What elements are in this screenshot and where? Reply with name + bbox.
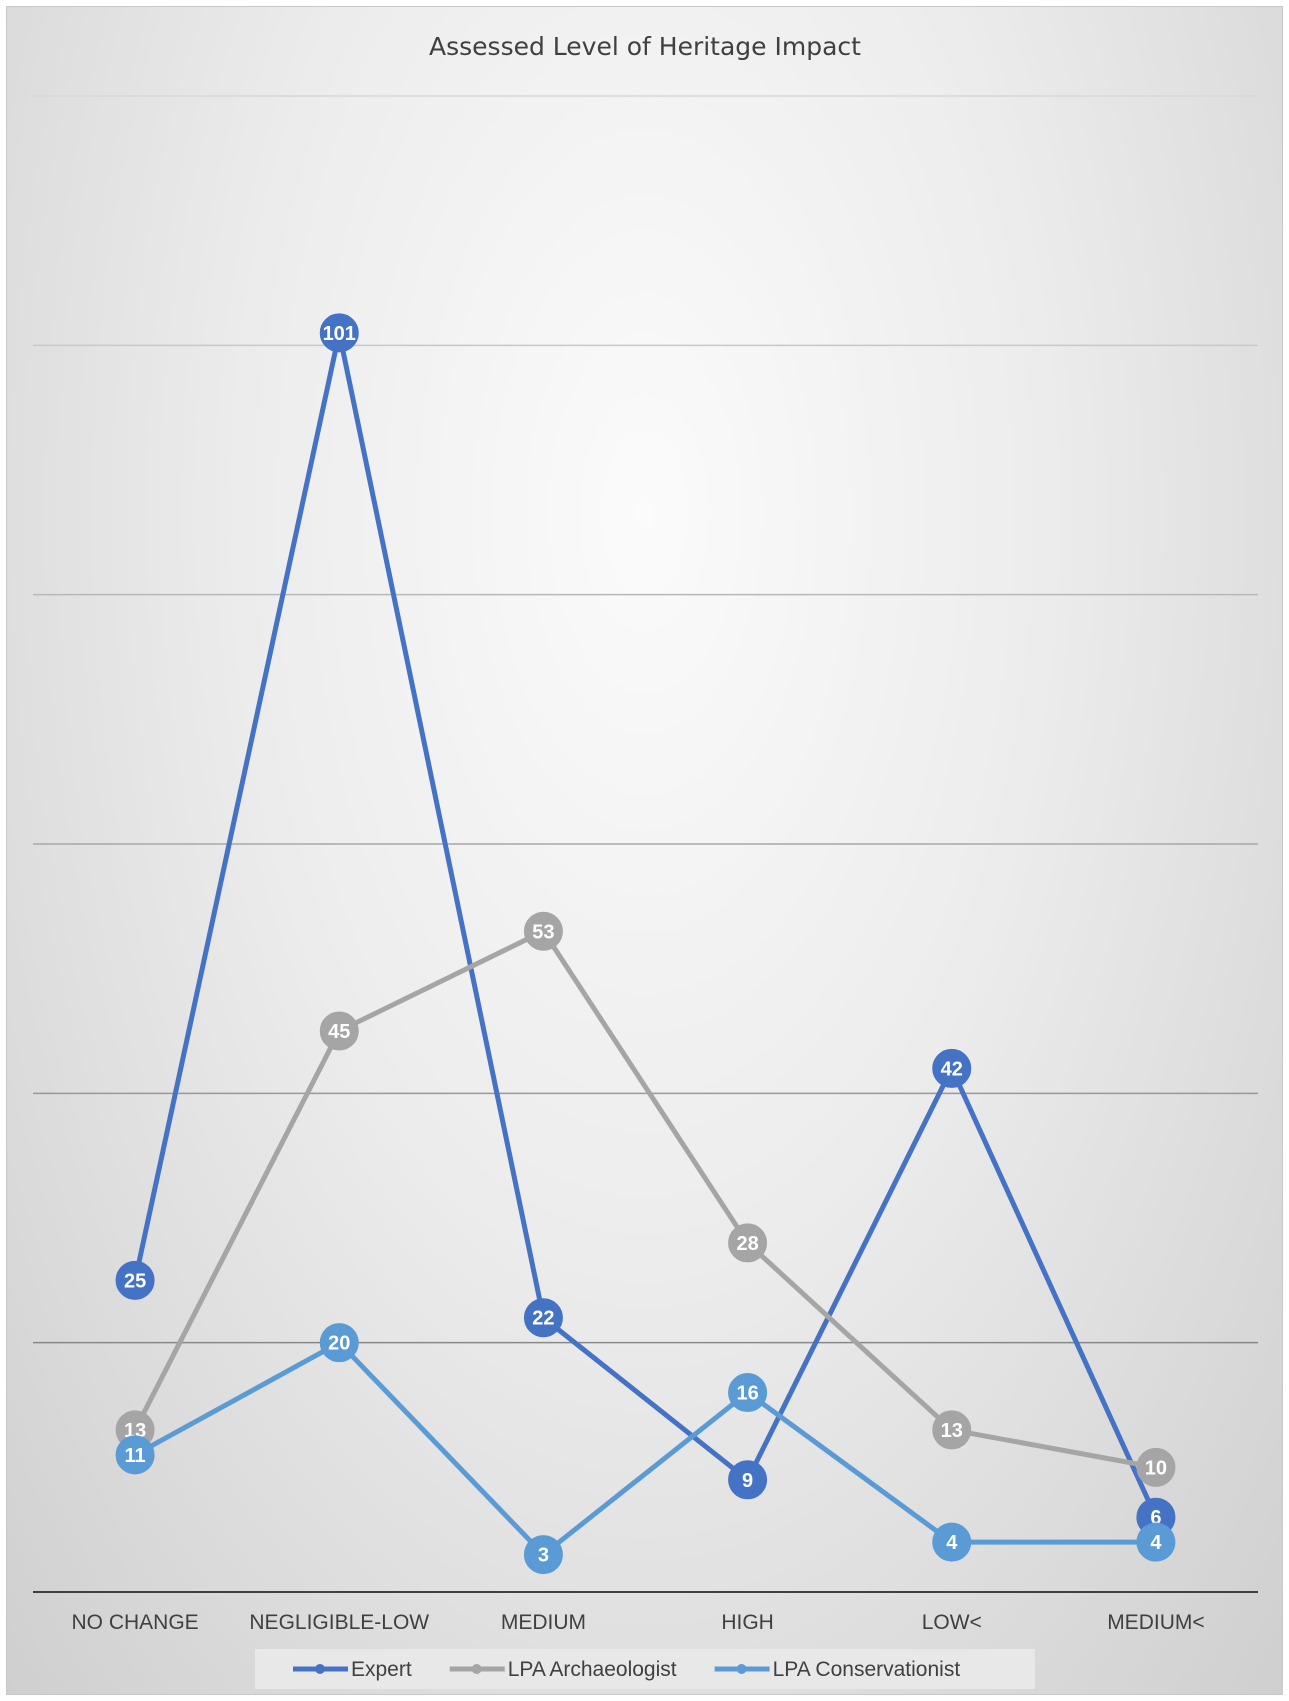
data-label-expert-low: 42 [941,1058,963,1080]
series-line-expert [132,330,1159,1520]
data-label-lpa-conservationist-no-change: 11 [125,1445,146,1467]
data-label-expert-medium: 22 [532,1308,554,1330]
legend-swatch-marker [736,1664,747,1674]
data-label-lpa-archaeologist-medium: 10 [1145,1457,1167,1479]
legend-swatch-marker [315,1664,325,1674]
data-point-lpa-conservationist-no-change [115,1435,155,1475]
data-label-lpa-archaeologist-negligible-low: 45 [328,1021,350,1043]
data-point-lpa-conservationist-high [728,1373,768,1413]
data-label-expert-negligible-low: 101 [323,323,356,345]
legend-label: Expert [351,1658,412,1681]
data-point-lpa-conservationist-negligible-low [319,1323,359,1363]
series-line-lpa-conservationist [132,1340,1159,1558]
data-point-expert-low [932,1048,972,1088]
data-label-lpa-conservationist-medium: 3 [538,1545,549,1567]
gridlines [33,95,1258,1344]
data-label-lpa-conservationist-low: 4 [946,1532,958,1554]
data-label-expert-no-change: 25 [124,1270,146,1292]
data-point-expert-medium [523,1298,563,1338]
legend-item-lpa-archaeologist: LPA Archaeologist [449,1658,677,1681]
data-point-lpa-conservationist-medium [523,1535,563,1575]
data-point-lpa-conservationist-low [932,1522,972,1562]
legend-label: LPA Archaeologist [508,1658,677,1681]
data-point-expert-no-change [115,1260,155,1300]
data-label-lpa-archaeologist-low: 13 [941,1420,963,1442]
x-tick-label-no-change: NO CHANGE [71,1611,198,1634]
data-point-expert-negligible-low [319,313,359,353]
data-label-expert-medium: 6 [1150,1507,1161,1529]
x-tick-label-low: LOW< [922,1611,982,1634]
data-label-expert-high: 9 [742,1470,753,1492]
data-point-lpa-conservationist-medium [1136,1522,1176,1562]
chart-area [6,6,1283,1695]
data-point-lpa-archaeologist-medium [1136,1447,1176,1487]
x-tick-label-medium: MEDIUM< [1107,1611,1204,1634]
legend-box [255,1649,1035,1689]
x-tick-label-medium: MEDIUM [501,1611,586,1634]
data-label-lpa-archaeologist-medium: 53 [532,921,554,943]
chart-title: Assessed Level of Heritage Impact [429,32,861,61]
legend-item-expert: Expert [293,1658,412,1681]
series-line-lpa-archaeologist [132,928,1159,1470]
legend-swatch-marker [471,1664,482,1674]
x-axis-tick-labels: NO CHANGE NEGLIGIBLE-LOW MEDIUM HIGH LOW< MED… [71,1611,1204,1634]
data-point-lpa-archaeologist-low [932,1410,972,1450]
data-label-lpa-conservationist-medium: 4 [1150,1532,1162,1554]
data-point-lpa-archaeologist-medium [523,911,563,951]
data-point-lpa-archaeologist-high [728,1223,768,1263]
data-label-lpa-conservationist-high: 16 [736,1383,758,1405]
data-label-lpa-archaeologist-high: 28 [736,1233,758,1255]
legend: Expert LPA Archaeologist LPA Conservationi… [255,1649,1035,1689]
series-lines [132,330,1159,1558]
legend-item-lpa-conservationist: LPA Conservationist [714,1658,961,1681]
data-label-lpa-conservationist-negligible-low: 20 [328,1333,350,1355]
data-point-expert-high [728,1460,768,1500]
data-point-lpa-archaeologist-negligible-low [319,1011,359,1051]
legend-label: LPA Conservationist [773,1658,961,1681]
x-tick-label-high: HIGH [721,1611,774,1634]
x-tick-label-negligible-low: NEGLIGIBLE-LOW [249,1611,429,1634]
